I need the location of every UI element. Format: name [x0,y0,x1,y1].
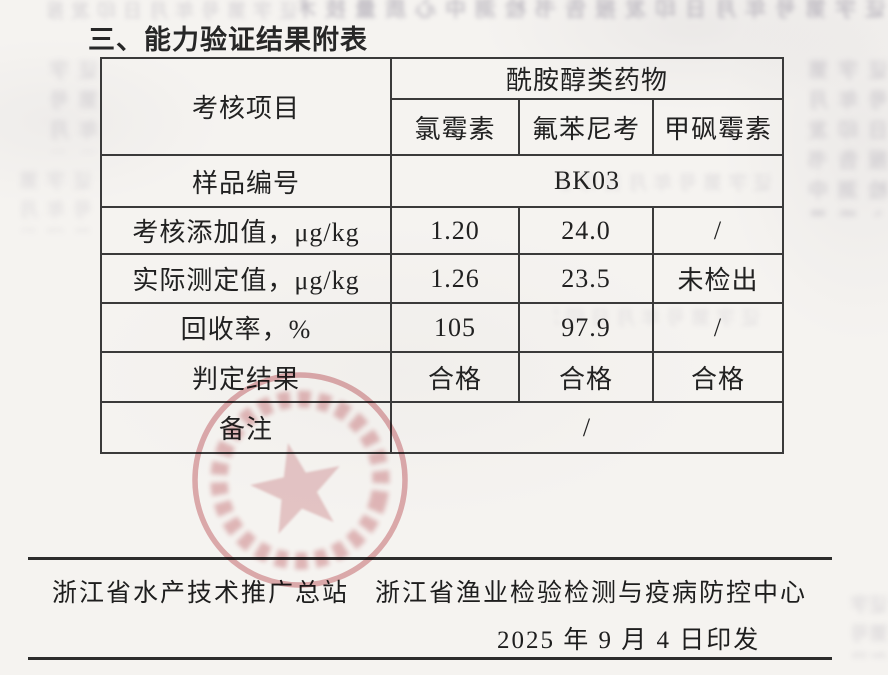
cell-value-merged: / [390,401,784,454]
table-header-row-drugs: 氯霉素 氟苯尼考 甲砜霉素 [101,98,784,156]
cell-value: 97.9 [518,302,654,353]
table-row-remarks: 备注 / [100,401,784,454]
row-label: 样品编号 [100,154,392,208]
cell-value: 23.5 [518,253,654,304]
table-row-recovery-rate: 回收率，% 105 97.9 / [100,302,784,353]
footer-rule-bottom [28,657,832,660]
column-header-thiamphenicol: 甲砜霉素 [652,98,784,156]
cell-value: / [652,206,784,255]
bleedthrough-noise: 证字第号年月日印发报告书检测中心质量技术站省业验证结果文件编号章合已上台学王旧压… [300,0,886,21]
bleedthrough-noise: 证字第号年月日印发报告书检测中心质量技术站省业验证结果文件编号章合已上台学王旧压… [798,60,888,216]
cell-value-merged: BK03 [390,154,784,208]
footer-rule-top [28,557,832,560]
cell-value: 合格 [518,351,654,403]
column-header-chloramphenicol: 氯霉素 [390,98,520,156]
row-label: 考核添加值，μg/kg [100,206,392,255]
cell-value: 105 [390,302,520,353]
corner-header: 考核项目 [100,57,392,156]
bleedthrough-noise: 证字第号年月日印发报告书检测中心质量技术站省业验证结果文件编号章合已上台学王旧压… [10,171,92,232]
table-row-assigned-value: 考核添加值，μg/kg 1.20 24.0 / [100,206,784,255]
issuer-right: 浙江省渔业检验检测与疫病防控中心 [375,580,808,607]
page-title: 三、能力验证结果附表 [88,25,368,55]
cell-value: 合格 [652,351,784,403]
cell-value: 1.26 [390,253,520,304]
table-row-measured-value: 实际测定值，μg/kg 1.26 23.5 未检出 [100,253,784,304]
issuer-left: 浙江省水产技术推广总站 [52,580,350,607]
footer-issuers: 浙江省水产技术推广总站 浙江省渔业检验检测与疫病防控中心 [52,573,852,609]
table-row-sample-id: 样品编号 BK03 [100,154,784,208]
bleedthrough-noise: 证字第号年月日印发报告书检测中心质量技术站省业验证结果文件编号章合已上台学王旧压… [40,60,98,152]
footer-date-line: 2025 年 9 月 4 日印发 [497,627,761,654]
row-label: 实际测定值，μg/kg [100,253,392,304]
table-row-judgement: 判定结果 合格 合格 合格 [100,351,784,403]
row-label: 备注 [100,401,392,454]
row-label: 判定结果 [100,351,392,403]
drug-class-header: 酰胺醇类药物 [390,57,784,100]
cell-value: 24.0 [518,206,654,255]
cell-value: / [652,302,784,353]
column-header-florfenicol: 氟苯尼考 [518,98,654,156]
cell-value: 1.20 [390,206,520,255]
cell-value: 未检出 [652,253,784,304]
results-table: 考核项目 酰胺醇类药物 氯霉素 氟苯尼考 甲砜霉素 样品编号 BK03 考核添加… [100,57,784,454]
table-header-row-group: 考核项目 酰胺醇类药物 [100,57,784,156]
row-label: 回收率，% [100,302,392,353]
cell-value: 合格 [390,351,520,403]
